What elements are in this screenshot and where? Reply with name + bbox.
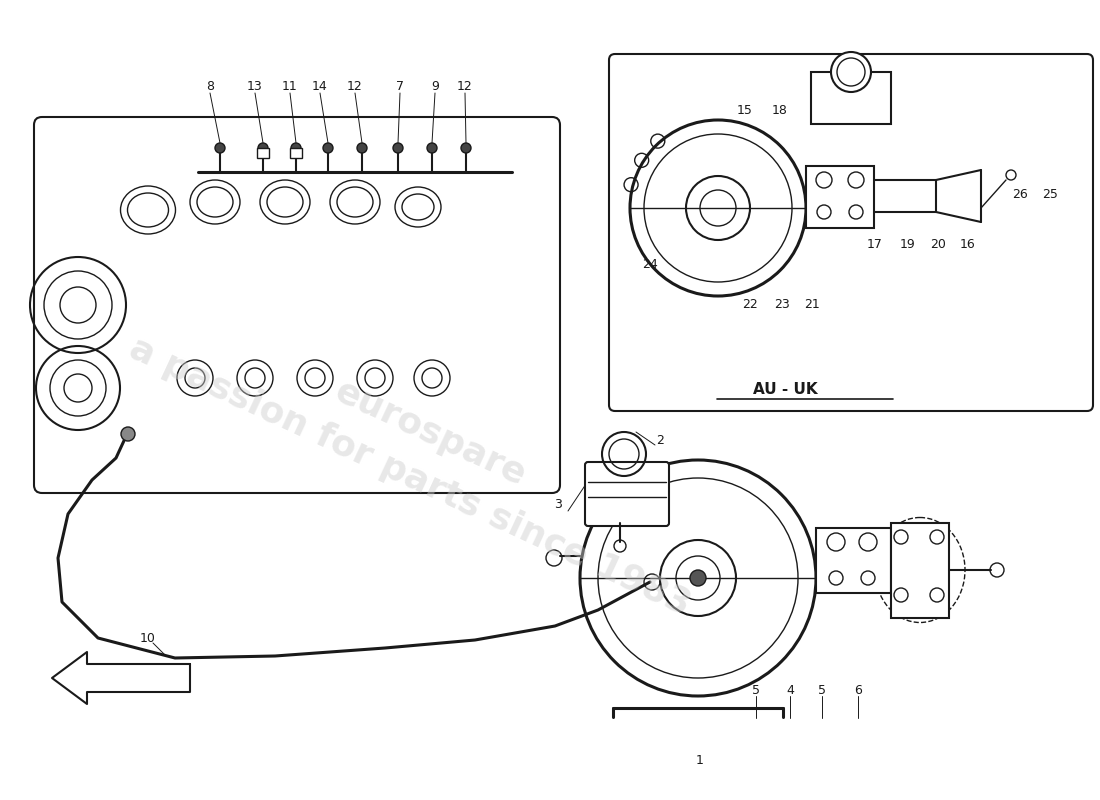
Circle shape — [323, 143, 333, 153]
Text: 15: 15 — [737, 103, 752, 117]
Bar — [891, 523, 949, 618]
Text: 14: 14 — [312, 81, 328, 94]
Text: 12: 12 — [348, 81, 363, 94]
Bar — [290, 148, 303, 158]
Text: 18: 18 — [772, 103, 788, 117]
Text: 3: 3 — [554, 498, 562, 511]
Text: 4: 4 — [786, 683, 794, 697]
Circle shape — [258, 143, 268, 153]
Text: 2: 2 — [656, 434, 664, 446]
Text: 26: 26 — [1012, 189, 1027, 202]
Polygon shape — [52, 652, 190, 704]
Text: 5: 5 — [752, 683, 760, 697]
Text: eurospare
a passion for parts since 1983: eurospare a passion for parts since 1983 — [124, 288, 716, 622]
Text: 17: 17 — [867, 238, 883, 251]
Circle shape — [690, 570, 706, 586]
Text: 1: 1 — [696, 754, 704, 766]
FancyBboxPatch shape — [34, 117, 560, 493]
Circle shape — [427, 143, 437, 153]
FancyBboxPatch shape — [609, 54, 1093, 411]
Text: 10: 10 — [140, 631, 156, 645]
Circle shape — [121, 427, 135, 441]
Text: 8: 8 — [206, 81, 214, 94]
Text: 21: 21 — [804, 298, 820, 311]
Text: 22: 22 — [742, 298, 758, 311]
Text: 5: 5 — [818, 683, 826, 697]
Circle shape — [214, 143, 225, 153]
Text: 20: 20 — [931, 238, 946, 251]
Text: 9: 9 — [431, 81, 439, 94]
Text: 24: 24 — [642, 258, 658, 271]
Text: 11: 11 — [282, 81, 298, 94]
Text: 13: 13 — [248, 81, 263, 94]
Text: 16: 16 — [960, 238, 976, 251]
Text: 6: 6 — [854, 683, 862, 697]
Bar — [816, 528, 891, 593]
Text: 7: 7 — [396, 81, 404, 94]
Text: 23: 23 — [774, 298, 790, 311]
FancyBboxPatch shape — [585, 462, 669, 526]
Circle shape — [393, 143, 403, 153]
Text: AU - UK: AU - UK — [752, 382, 817, 398]
Text: 12: 12 — [458, 81, 473, 94]
Circle shape — [830, 52, 871, 92]
Bar — [811, 72, 891, 124]
Bar — [806, 166, 874, 228]
Bar — [257, 148, 270, 158]
Text: 19: 19 — [900, 238, 916, 251]
Text: 25: 25 — [1042, 189, 1058, 202]
Circle shape — [292, 143, 301, 153]
Circle shape — [461, 143, 471, 153]
Circle shape — [358, 143, 367, 153]
